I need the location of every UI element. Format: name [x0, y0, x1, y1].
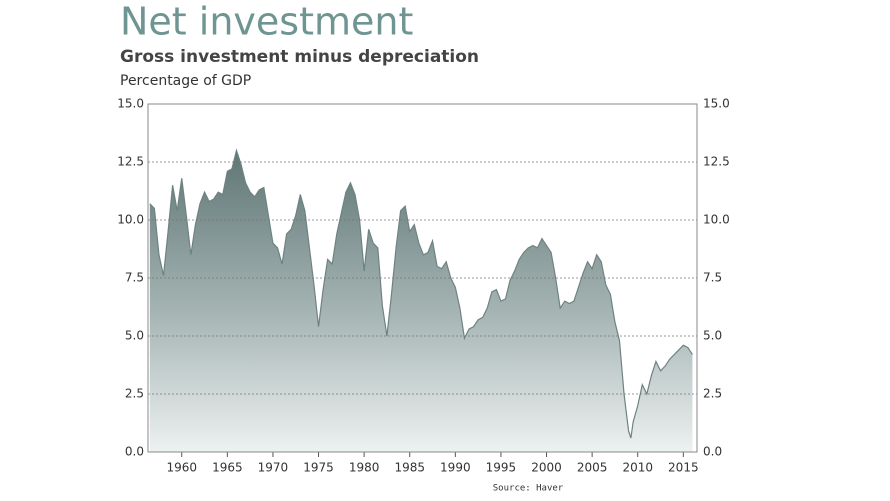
- source-note: Source: Haver: [493, 484, 564, 494]
- y2-tick-label: 0.0: [703, 445, 722, 459]
- x-tick-label: 1975: [303, 461, 334, 475]
- x-tick-label: 2005: [577, 461, 608, 475]
- y-tick-label: 7.5: [125, 271, 144, 285]
- y2-tick-label: 15.0: [703, 97, 730, 111]
- y-tick-label: 0.0: [125, 445, 144, 459]
- x-tick-label: 1995: [486, 461, 517, 475]
- x-tick-label: 1970: [258, 461, 289, 475]
- y2-tick-label: 5.0: [703, 329, 722, 343]
- x-tick-label: 1990: [440, 461, 471, 475]
- x-tick-label: 1960: [166, 461, 197, 475]
- y2-tick-label: 10.0: [703, 213, 730, 227]
- x-tick-label: 1980: [349, 461, 380, 475]
- y2-tick-label: 2.5: [703, 387, 722, 401]
- area-outline: [149, 148, 693, 439]
- y-tick-label: 12.5: [117, 155, 144, 169]
- y-tick-label: 10.0: [117, 213, 144, 227]
- chart-title: Net investment: [120, 0, 413, 44]
- chart-subtitle: Gross investment minus depreciation: [120, 47, 479, 67]
- y-tick-label: 2.5: [125, 387, 144, 401]
- y-axis-label: Percentage of GDP: [120, 73, 251, 89]
- plot-frame: [147, 103, 698, 453]
- x-tick-label: 2015: [668, 461, 699, 475]
- x-tick-label: 1965: [212, 461, 243, 475]
- x-tick-label: 2010: [622, 461, 653, 475]
- x-tick-label: 2000: [531, 461, 562, 475]
- area: [149, 150, 693, 452]
- y-tick-label: 5.0: [125, 329, 144, 343]
- y2-tick-label: 12.5: [703, 155, 730, 169]
- y-tick-label: 15.0: [117, 97, 144, 111]
- y2-tick-label: 7.5: [703, 271, 722, 285]
- x-tick-label: 1985: [394, 461, 425, 475]
